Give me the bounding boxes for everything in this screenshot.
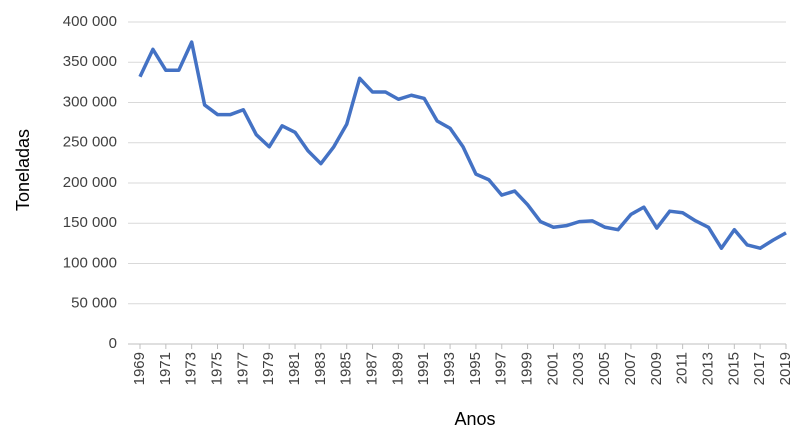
- x-tick-label: 1971: [157, 352, 174, 385]
- x-tick-label: 1977: [234, 352, 251, 385]
- x-tick-label: 2011: [674, 352, 691, 384]
- y-tick-label: 50 000: [71, 295, 117, 312]
- y-tick-label: 250 000: [63, 134, 117, 151]
- y-tick-label: 0: [109, 335, 117, 352]
- y-tick-label: 400 000: [63, 13, 117, 30]
- x-tick-label: 1993: [441, 352, 458, 385]
- x-tick-label: 2003: [570, 352, 587, 385]
- x-tick-label: 1985: [338, 352, 355, 385]
- x-tick-label: 2005: [596, 352, 613, 385]
- y-tick-label: 350 000: [63, 53, 117, 70]
- y-axis-title: Toneladas: [13, 129, 33, 211]
- x-tick-label: 1975: [208, 352, 225, 385]
- x-tick-label: 1991: [415, 352, 432, 385]
- x-tick-label: 1989: [389, 352, 406, 385]
- x-axis-title: Anos: [454, 409, 495, 429]
- x-tick-label: 1999: [519, 352, 536, 385]
- x-tick-label: 1995: [467, 352, 484, 385]
- x-tick-label: 1997: [493, 352, 510, 385]
- y-tick-label: 150 000: [63, 214, 117, 231]
- x-tick-label: 2007: [622, 352, 639, 385]
- y-tick-label: 300 000: [63, 93, 117, 110]
- x-tick-label: 2009: [648, 352, 665, 385]
- x-tick-label: 2017: [751, 352, 768, 385]
- x-tick-label: 1969: [131, 352, 148, 385]
- x-tick-label: 2019: [777, 352, 792, 385]
- x-tick-label: 1979: [260, 352, 277, 385]
- line-series: [138, 40, 787, 250]
- x-tick-label: 1981: [286, 352, 303, 385]
- y-tick-label: 100 000: [63, 254, 117, 271]
- x-tick-label: 2015: [725, 352, 742, 385]
- x-tick-label: 1987: [364, 352, 381, 385]
- x-tick-label: 1973: [183, 352, 200, 385]
- y-tick-label: 200 000: [63, 174, 117, 191]
- x-tick-label: 2013: [699, 352, 716, 385]
- x-tick-label: 1983: [312, 352, 329, 385]
- x-tick-label: 2001: [544, 352, 561, 385]
